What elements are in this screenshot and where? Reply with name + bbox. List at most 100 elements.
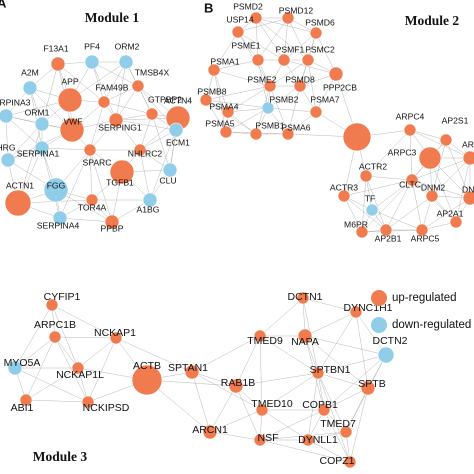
edge — [317, 311, 357, 374]
node-label: PSME1 — [231, 40, 260, 50]
node — [43, 177, 69, 203]
node-label: PSME2 — [247, 74, 276, 84]
edge — [259, 409, 325, 441]
edge — [191, 371, 237, 387]
edge — [445, 139, 471, 199]
node — [255, 403, 269, 417]
node — [19, 393, 33, 407]
node — [219, 125, 233, 139]
node-label: VWF — [63, 116, 82, 126]
node — [253, 433, 267, 447]
node — [261, 101, 275, 115]
node-label: CYFIP1 — [44, 291, 81, 303]
edge — [421, 197, 471, 231]
node — [81, 395, 95, 409]
edge — [349, 387, 369, 463]
edge — [365, 175, 413, 181]
edge — [409, 129, 413, 181]
node — [339, 425, 353, 439]
edge — [259, 335, 319, 374]
edge — [371, 179, 413, 211]
node-label: CLU — [159, 175, 176, 185]
edge — [17, 123, 43, 204]
node — [0, 152, 16, 168]
edge — [91, 61, 139, 87]
node-label: DNM — [462, 184, 474, 194]
node-label: PSMB1 — [255, 120, 284, 130]
node — [277, 53, 291, 67]
edge — [455, 157, 471, 223]
edge — [361, 179, 413, 233]
edge — [14, 304, 53, 369]
node — [249, 11, 263, 25]
node — [118, 54, 134, 70]
node — [415, 223, 429, 237]
module-title: Module 1 — [85, 10, 140, 25]
edge — [59, 149, 91, 219]
node-label: DCTN1 — [287, 291, 322, 303]
node — [301, 433, 315, 447]
edge — [287, 17, 309, 61]
node-label: NSF — [258, 432, 279, 444]
node-label: CLTC — [399, 179, 421, 189]
edge — [385, 195, 433, 231]
node — [349, 305, 363, 319]
node — [309, 105, 323, 119]
node-label: ECM1 — [166, 137, 190, 147]
node-label: NAPA — [291, 336, 319, 348]
edge — [213, 59, 259, 71]
node — [293, 79, 307, 93]
edge — [213, 69, 271, 87]
edge — [51, 304, 117, 339]
node-label: PSMA5 — [205, 118, 234, 128]
node — [84, 54, 100, 70]
node-label: TMED10 — [251, 398, 293, 410]
node — [34, 140, 50, 156]
node-label: PSMC2 — [305, 44, 335, 54]
edge — [89, 149, 93, 201]
edge — [235, 372, 319, 387]
node-label: DCTN2 — [372, 335, 407, 347]
edge — [345, 387, 369, 433]
edge — [304, 335, 387, 356]
edge — [287, 85, 301, 135]
edge — [411, 179, 423, 231]
edge — [57, 63, 105, 103]
edge — [213, 69, 229, 113]
edge — [411, 157, 471, 181]
node — [377, 346, 395, 364]
edge — [431, 139, 447, 197]
node-label: TMED9 — [247, 335, 283, 347]
node — [162, 162, 178, 178]
node-label: APP — [61, 76, 78, 86]
node — [343, 455, 357, 469]
legend-swatch — [371, 290, 387, 306]
edge — [283, 32, 317, 61]
edge — [225, 107, 269, 133]
node-label: PPBP — [101, 223, 124, 233]
edge — [237, 31, 285, 61]
edge — [365, 175, 387, 231]
node — [342, 122, 372, 152]
edge — [261, 372, 319, 411]
edge — [304, 335, 369, 389]
node-label: PSMA6 — [281, 122, 310, 132]
edge — [5, 115, 43, 149]
node — [184, 364, 200, 380]
node — [168, 122, 184, 138]
edge — [343, 195, 387, 231]
node-label: PSMD12 — [279, 5, 314, 15]
edge — [25, 399, 89, 403]
edge — [227, 85, 271, 113]
node-label: ACTR3 — [330, 182, 358, 192]
node — [311, 366, 325, 380]
node — [462, 150, 474, 166]
edge — [237, 17, 289, 33]
module-title: Module 3 — [33, 449, 88, 464]
edge — [209, 385, 237, 433]
node-label: PSMD6 — [305, 17, 335, 27]
edge — [317, 372, 351, 463]
edge — [283, 17, 289, 61]
node — [109, 159, 135, 185]
edge — [343, 195, 363, 233]
